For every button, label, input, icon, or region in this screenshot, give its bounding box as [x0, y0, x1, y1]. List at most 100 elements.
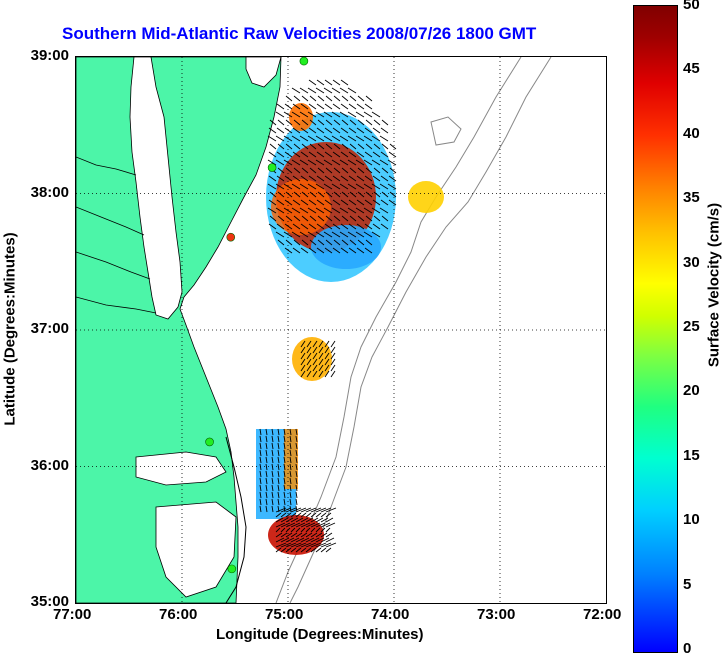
- velocity-vector: [315, 231, 325, 238]
- velocity-vector: [380, 199, 389, 206]
- velocity-vector: [340, 103, 349, 110]
- velocity-vector: [289, 449, 292, 457]
- velocity-vector: [315, 517, 324, 523]
- velocity-vector: [299, 87, 309, 94]
- velocity-vector: [295, 542, 307, 548]
- velocity-vector: [312, 340, 318, 348]
- velocity-vector: [300, 507, 312, 513]
- velocity-vector: [295, 435, 298, 443]
- velocity-vector: [277, 167, 285, 174]
- velocity-field-low: [311, 225, 381, 269]
- velocity-vector: [357, 143, 365, 150]
- velocity-vector: [299, 207, 309, 214]
- velocity-vector: [265, 498, 268, 506]
- velocity-vector: [364, 247, 373, 254]
- velocity-vector: [305, 532, 313, 538]
- velocity-vector: [291, 87, 301, 94]
- velocity-vector: [275, 159, 285, 166]
- velocity-vector: [310, 547, 317, 553]
- velocity-vector: [305, 522, 316, 528]
- radar-station-marker: [267, 163, 277, 172]
- velocity-vector: [317, 239, 325, 246]
- x-tick-label: 76:00: [159, 606, 198, 623]
- velocity-vector: [284, 223, 293, 230]
- velocity-vector: [295, 456, 298, 464]
- velocity-vector: [289, 484, 292, 492]
- velocity-vector: [277, 463, 280, 471]
- velocity-vector: [312, 370, 318, 378]
- velocity-vector: [295, 491, 298, 499]
- velocity-vector: [268, 175, 277, 182]
- velocity-vector: [317, 143, 325, 150]
- velocity-vector: [265, 484, 268, 492]
- velocity-vector: [259, 477, 262, 485]
- velocity-vector: [307, 135, 317, 142]
- velocity-vector: [289, 456, 292, 464]
- y-tick-label: 39:00: [30, 47, 69, 64]
- velocity-vector: [330, 346, 336, 354]
- x-axis-label: Longitude (Degrees:Minutes): [216, 626, 424, 643]
- x-tick-label: 74:00: [371, 606, 410, 623]
- y-tick-label: 38:00: [30, 183, 69, 201]
- velocity-vector: [307, 207, 317, 214]
- velocity-vector: [283, 135, 293, 142]
- velocity-vector: [323, 111, 333, 118]
- velocity-vector: [349, 143, 357, 150]
- velocity-vector: [371, 183, 381, 190]
- potomac-river: [76, 156, 137, 176]
- velocity-vector: [280, 542, 292, 548]
- velocity-vector: [316, 103, 325, 110]
- colorbar: [633, 5, 678, 653]
- velocity-vector: [316, 151, 325, 158]
- velocity-vector: [308, 103, 317, 110]
- velocity-vector: [323, 231, 333, 238]
- velocity-vector: [289, 428, 292, 436]
- velocity-vector: [333, 239, 341, 246]
- velocity-vector: [305, 512, 312, 518]
- velocity-vector: [277, 442, 280, 450]
- velocity-vector: [307, 183, 317, 190]
- velocity-vector: [380, 127, 389, 134]
- velocity-vectors: [259, 79, 397, 553]
- velocity-vector: [364, 151, 373, 158]
- velocity-vector: [381, 215, 389, 222]
- velocity-vector: [318, 340, 324, 348]
- x-tick-label: 75:00: [265, 606, 304, 623]
- velocity-vector: [325, 507, 337, 513]
- velocity-vector: [364, 127, 373, 134]
- velocity-vector: [347, 231, 357, 238]
- velocity-vector: [293, 215, 301, 222]
- velocity-vector: [332, 79, 341, 86]
- velocity-vector: [299, 231, 309, 238]
- velocity-vector: [333, 215, 341, 222]
- velocity-vector: [307, 231, 317, 238]
- james-river: [76, 296, 157, 314]
- velocity-vector: [379, 135, 389, 142]
- velocity-vector: [310, 542, 322, 548]
- velocity-vector: [300, 532, 308, 538]
- velocity-vector: [308, 151, 317, 158]
- velocity-vector: [347, 159, 357, 166]
- velocity-vector: [317, 119, 325, 126]
- velocity-vector: [283, 428, 286, 436]
- velocity-vector: [381, 191, 389, 198]
- radar-station-marker: [205, 437, 214, 447]
- velocity-vector: [357, 95, 365, 102]
- map-plot-area[interactable]: [75, 56, 607, 604]
- velocity-vector: [341, 143, 349, 150]
- velocity-vector: [341, 119, 349, 126]
- velocity-vector: [269, 191, 277, 198]
- velocity-vector: [363, 207, 373, 214]
- velocity-vector: [373, 191, 381, 198]
- velocity-vector: [380, 151, 389, 158]
- velocity-vector: [355, 135, 365, 142]
- velocity-vector: [365, 119, 373, 126]
- velocity-vector: [320, 527, 326, 533]
- velocity-vector: [348, 175, 357, 182]
- velocity-vector: [339, 87, 349, 94]
- velocity-vector: [277, 215, 285, 222]
- velocity-vector: [290, 527, 296, 533]
- velocity-vector: [315, 542, 327, 548]
- velocity-vector: [292, 103, 301, 110]
- velocity-vector: [356, 247, 365, 254]
